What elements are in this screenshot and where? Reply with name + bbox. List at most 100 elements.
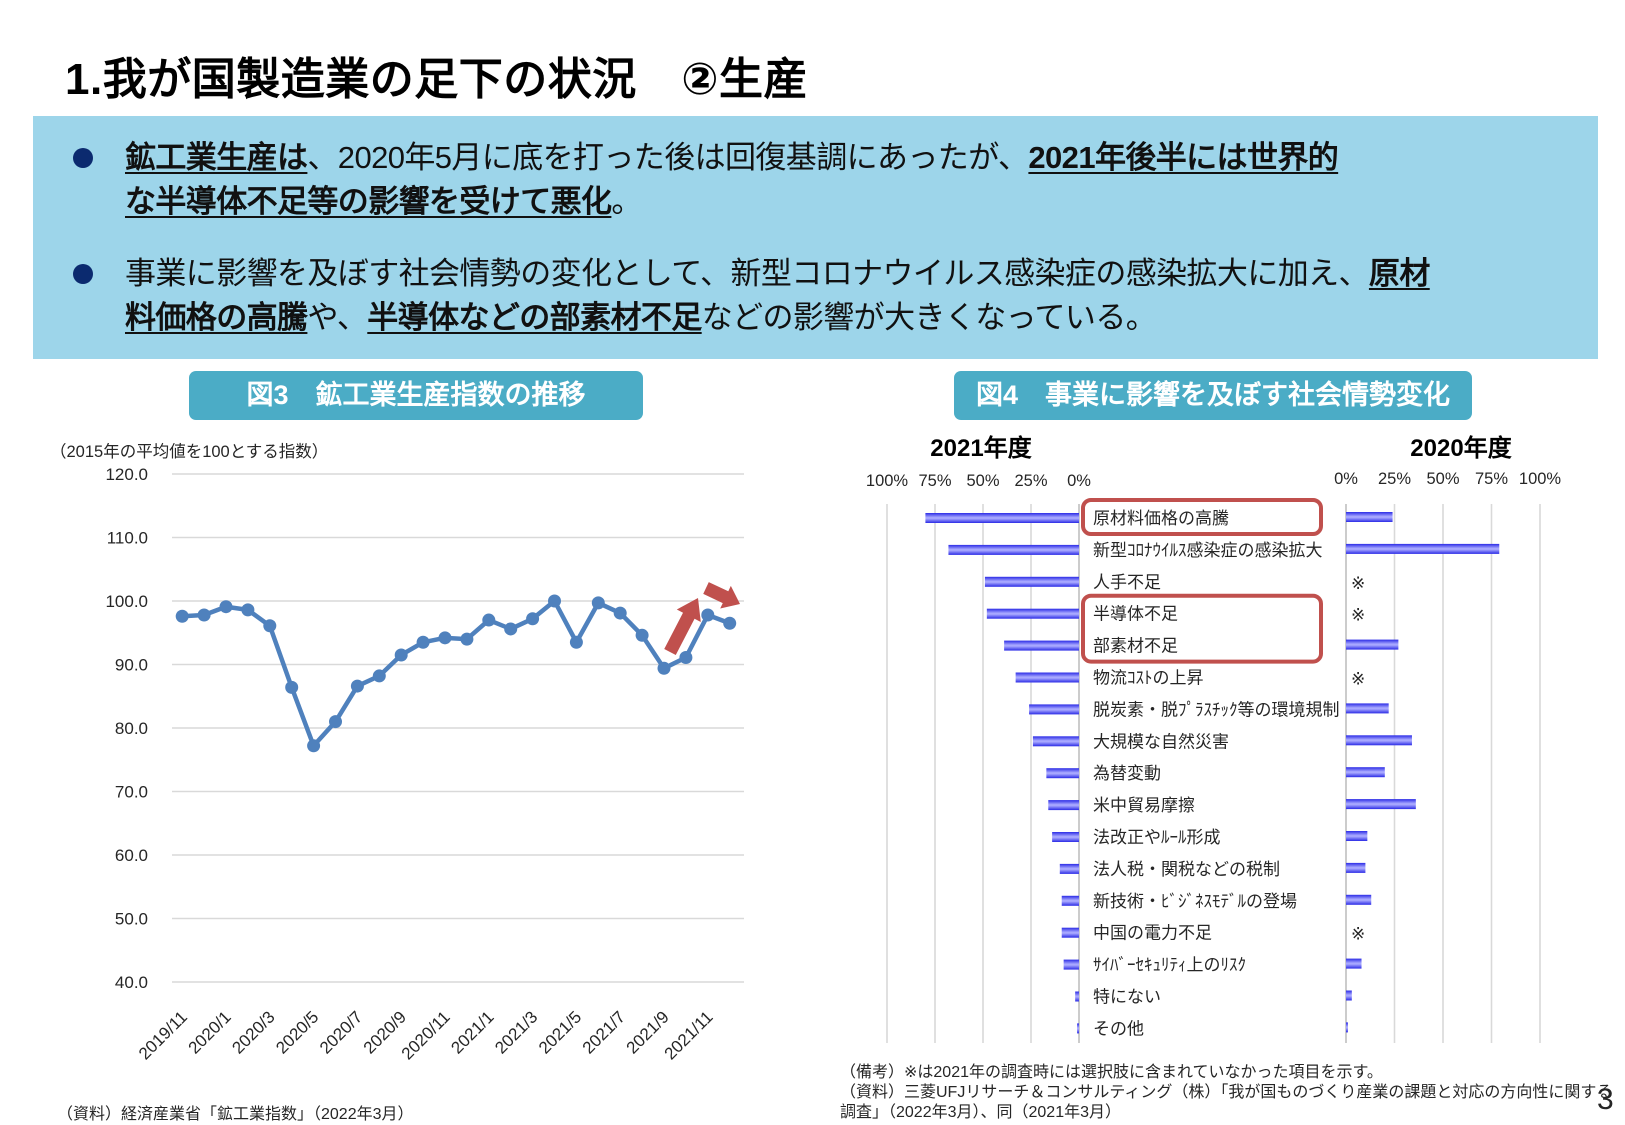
category-label: 法人税・関税などの税制 — [1093, 860, 1280, 879]
not-surveyed-marker: ※ — [1351, 670, 1365, 689]
bar-2021 — [1061, 927, 1079, 938]
bar-2021 — [1063, 959, 1079, 970]
trend-up-arrow-icon — [664, 598, 701, 655]
figure-4-title: 図4 事業に影響を及ぼす社会情勢変化 — [954, 371, 1472, 420]
data-point-marker — [241, 603, 255, 617]
category-label: その他 — [1093, 1019, 1144, 1038]
data-point-marker — [504, 622, 518, 636]
x-tick-label: 2020/5 — [272, 1007, 322, 1057]
data-point-marker — [307, 739, 321, 753]
figure-4-left-header: 2021年度 — [930, 435, 1032, 462]
category-label: 特にない — [1093, 988, 1161, 1007]
figure-3-title: 図3 鉱工業生産指数の推移 — [189, 371, 643, 420]
data-point-marker — [723, 616, 737, 630]
bar-2020 — [1346, 512, 1393, 522]
category-label: 原材料価格の高騰 — [1093, 509, 1229, 528]
bullet-line: な半導体不足等の影響を受けて悪化。 — [125, 180, 1338, 224]
figure-4-notes: （備考）※は2021年の調査時には選択肢に含まれていなかった項目を示す。 （資料… — [840, 1063, 1612, 1123]
bar-2021 — [1004, 640, 1079, 651]
figure-4-right-header: 2020年度 — [1410, 435, 1512, 462]
category-label: 法改正やﾙｰﾙ形成 — [1093, 828, 1221, 847]
y-tick-label: 80.0 — [115, 719, 148, 738]
page-title: 1.我が国製造業の足下の状況 ②生産 — [65, 55, 808, 104]
not-surveyed-marker: ※ — [1351, 574, 1365, 593]
data-point-marker — [569, 635, 583, 649]
x-tick-label-left: 50% — [966, 472, 999, 490]
data-point-marker — [350, 679, 364, 693]
bar-2020 — [1346, 1022, 1348, 1033]
y-tick-label: 40.0 — [115, 973, 148, 992]
x-tick-label-left: 25% — [1014, 472, 1047, 490]
x-tick-label: 2021/5 — [535, 1007, 585, 1057]
bar-2020 — [1346, 543, 1500, 554]
social-change-bar-chart: 0% 0% 25% 25% 50% 50% 75% 75% 100% 100% 原材料価格の高騰新型… — [866, 470, 1562, 1043]
data-point-marker — [285, 680, 299, 694]
y-tick-label: 120.0 — [105, 465, 148, 484]
data-point-marker — [394, 648, 408, 662]
plain-text: 、2020年5月に底を打った後は回復基調にあったが、 — [307, 140, 1029, 175]
not-surveyed-marker: ※ — [1351, 606, 1365, 625]
x-tick-label: 2020/1 — [185, 1007, 235, 1057]
category-label: 脱炭素・脱ﾌﾟﾗｽﾁｯｸ等の環境規制 — [1093, 700, 1340, 719]
bar-2020 — [1346, 735, 1412, 746]
x-tick-label: 2021/7 — [579, 1007, 629, 1057]
x-tick-label-left: 0% — [1067, 472, 1091, 490]
data-point-marker — [175, 609, 189, 623]
category-label: 中国の電力不足 — [1093, 924, 1212, 943]
x-tick-label: 2020/11 — [398, 1007, 454, 1063]
x-tick-label-left: 100% — [866, 472, 909, 490]
figure-4-remark: （備考）※は2021年の調査時には選択肢に含まれていなかった項目を示す。 — [840, 1064, 1383, 1081]
bar-2020 — [1346, 639, 1399, 650]
bar-2021 — [1046, 768, 1079, 779]
bar-2021 — [984, 576, 1079, 587]
data-point-marker — [372, 669, 386, 683]
x-tick-label-right: 0% — [1334, 470, 1358, 488]
plain-text: などの影響が大きくなっている。 — [701, 300, 1157, 335]
bullet-text: 事業に影響を及ぼす社会情勢の変化として、新型コロナウイルス感染症の感染拡大に加え… — [125, 252, 1430, 340]
plain-text: や、 — [307, 300, 368, 335]
bar-2021 — [1077, 1023, 1079, 1034]
bullet-dot-icon — [73, 148, 93, 168]
bar-2020 — [1346, 831, 1368, 841]
x-tick-label-right: 100% — [1519, 470, 1562, 488]
bar-2020 — [1346, 894, 1372, 905]
y-tick-label: 110.0 — [107, 529, 148, 548]
bullet-line: 事業に影響を及ぼす社会情勢の変化として、新型コロナウイルス感染症の感染拡大に加え… — [125, 252, 1430, 296]
bullet-line: 鉱工業生産は、2020年5月に底を打った後は回復基調にあったが、2021年後半に… — [125, 136, 1339, 180]
data-point-marker — [329, 715, 342, 729]
y-tick-label: 60.0 — [115, 846, 148, 865]
bullet-dot-icon — [73, 264, 93, 284]
category-label: 米中貿易摩擦 — [1093, 796, 1195, 815]
category-label: 人手不足 — [1093, 573, 1161, 592]
category-label: 新型ｺﾛﾅｳｲﾙｽ感染症の感染拡大 — [1093, 541, 1323, 560]
not-surveyed-marker: ※ — [1351, 925, 1365, 944]
data-point-marker — [548, 594, 561, 608]
emphasis-text: 2021年後半には世界的 — [1028, 140, 1339, 175]
y-tick-label: 100.0 — [105, 592, 148, 611]
data-point-marker — [416, 635, 430, 649]
bar-2020 — [1346, 958, 1362, 969]
category-label: 新技術・ﾋﾞｼﾞﾈｽﾓﾃﾞﾙの登場 — [1093, 892, 1297, 911]
data-point-marker — [197, 608, 211, 622]
data-point-marker — [526, 612, 540, 626]
bar-2021 — [948, 544, 1079, 555]
data-point-marker — [679, 651, 693, 665]
x-tick-label: 2021/11 — [661, 1007, 717, 1063]
bar-2020 — [1346, 862, 1366, 873]
plain-text: 。 — [611, 184, 642, 219]
bar-2020 — [1346, 799, 1416, 810]
data-point-marker — [219, 600, 233, 614]
y-tick-label: 90.0 — [115, 656, 148, 675]
figure-3-source: （資料）経済産業省「鉱工業指数」（2022年3月） — [57, 1106, 414, 1123]
data-point-marker — [613, 606, 627, 620]
bar-2021 — [925, 513, 1079, 523]
highlight-box — [1081, 593, 1323, 664]
bar-2021 — [1061, 895, 1079, 906]
emphasis-text: 半導体などの部素材不足 — [367, 300, 702, 335]
x-tick-label: 2021/3 — [491, 1007, 541, 1057]
bullet-text: 鉱工業生産は、2020年5月に底を打った後は回復基調にあったが、2021年後半に… — [125, 136, 1339, 224]
bar-2021 — [1048, 800, 1079, 811]
data-point-marker — [591, 596, 605, 610]
bar-2021 — [1075, 991, 1079, 1002]
